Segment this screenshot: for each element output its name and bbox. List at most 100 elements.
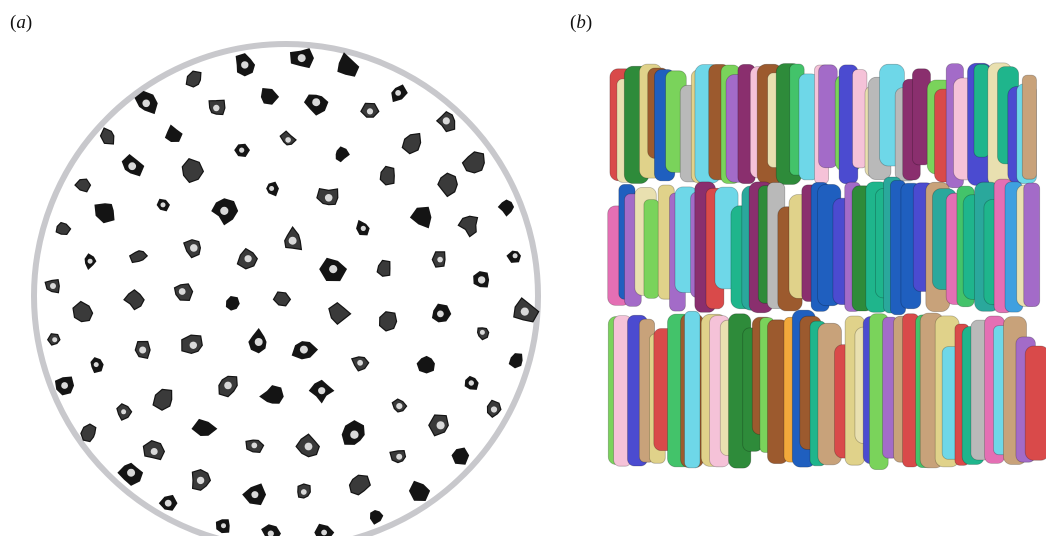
particle-section — [272, 291, 292, 307]
rod-particle — [684, 310, 701, 469]
particle-section-highlight — [479, 329, 485, 335]
particle-section-highlight — [329, 265, 338, 274]
particle-section-highlight — [254, 338, 263, 346]
particle-section — [72, 300, 94, 323]
particle-section-highlight — [396, 453, 403, 460]
particle-section — [378, 311, 398, 332]
particle-section-highlight — [213, 104, 220, 112]
particle-section-highlight — [437, 310, 444, 318]
particle-section-highlight — [300, 489, 307, 495]
particle-section — [94, 203, 115, 224]
particle-section-highlight — [164, 499, 172, 507]
particle-section — [260, 87, 280, 105]
particle-section — [185, 70, 202, 88]
particle-section-highlight — [244, 255, 252, 263]
particle-section-highlight — [93, 362, 99, 368]
particle-section — [497, 199, 515, 217]
particle-section-highlight — [321, 529, 327, 536]
particle-section-highlight — [241, 61, 249, 69]
particle-section — [437, 172, 458, 198]
particle-section-highlight — [360, 225, 366, 231]
particle-section-highlight — [251, 442, 258, 449]
particle-section-highlight — [52, 337, 58, 343]
particle-section-highlight — [196, 476, 205, 485]
particle-section — [261, 524, 282, 536]
particle-section-highlight — [121, 409, 127, 415]
rod-particle — [1021, 74, 1037, 180]
particle-section-highlight — [190, 244, 198, 252]
particle-section — [416, 355, 435, 374]
particle-section-highlight — [239, 147, 245, 153]
particle-section — [191, 418, 218, 437]
particle-section-highlight — [61, 382, 68, 389]
particle-section-highlight — [297, 54, 306, 63]
particle-section-highlight — [288, 236, 297, 245]
particle-section — [259, 385, 284, 404]
particle-section-highlight — [512, 253, 518, 259]
particle-section — [128, 250, 149, 264]
particle-section — [379, 165, 395, 186]
container-rim — [31, 41, 541, 536]
particle-section-highlight — [395, 90, 401, 96]
particle-section-highlight — [468, 380, 474, 386]
particle-section-highlight — [357, 359, 363, 366]
particle-section-highlight — [396, 403, 403, 410]
particle-stack-3d-render — [607, 62, 1046, 471]
particle-section — [225, 296, 240, 311]
particle-section-highlight — [299, 345, 308, 354]
particle-section — [181, 157, 205, 184]
particle-section — [369, 509, 384, 525]
particle-section-highlight — [178, 288, 186, 295]
particle-section-highlight — [220, 206, 229, 215]
particle-section — [401, 132, 422, 155]
panel-b-label: (b) — [570, 12, 593, 33]
particle-section-highlight — [127, 468, 136, 477]
particle-section — [55, 221, 72, 236]
particle-section-highlight — [142, 99, 150, 108]
particle-section — [335, 146, 350, 163]
circular-cross-section-image — [31, 41, 541, 536]
particle-section-highlight — [128, 162, 137, 171]
particle-section-highlight — [269, 186, 275, 191]
particle-section — [164, 124, 183, 143]
particle-section-highlight — [139, 346, 147, 354]
particle-section — [337, 52, 360, 77]
particle-section — [328, 301, 352, 326]
particle-section-highlight — [150, 448, 158, 455]
particle-section-highlight — [87, 258, 93, 264]
particle-section — [457, 215, 479, 238]
particle-section — [80, 423, 97, 443]
particle-section-highlight — [490, 406, 498, 413]
particle-section-highlight — [520, 307, 529, 316]
particle-section — [99, 127, 115, 145]
particle-section — [152, 388, 173, 411]
particle-section — [408, 480, 431, 502]
panel-a-label: (a) — [10, 12, 33, 33]
particle-section-highlight — [224, 381, 232, 390]
particle-section-highlight — [285, 137, 291, 143]
particle-section-highlight — [304, 442, 313, 451]
particle-section-highlight — [436, 421, 445, 430]
particle-section-highlight — [221, 523, 226, 529]
rod-particle — [1023, 182, 1041, 307]
rod-particle — [973, 63, 990, 158]
particle-cross-sections — [44, 48, 540, 536]
particle-section — [74, 178, 92, 193]
particle-section-highlight — [160, 202, 166, 208]
stacked-particle-layers — [607, 62, 1046, 471]
rod-particle — [643, 199, 660, 299]
particle-section — [376, 259, 391, 277]
particle-section — [348, 474, 371, 496]
particle-section-highlight — [350, 430, 359, 439]
particle-section-highlight — [312, 98, 321, 107]
particle-section-highlight — [366, 108, 374, 115]
particle-section-highlight — [477, 276, 486, 284]
particle-section-highlight — [267, 530, 274, 536]
particle-section — [123, 289, 145, 311]
particle-section — [461, 151, 485, 174]
rod-particle — [818, 64, 838, 169]
rod-particle — [1024, 345, 1046, 461]
particle-section-highlight — [189, 341, 197, 349]
particle-section — [451, 447, 470, 465]
particle-section-highlight — [324, 194, 333, 202]
